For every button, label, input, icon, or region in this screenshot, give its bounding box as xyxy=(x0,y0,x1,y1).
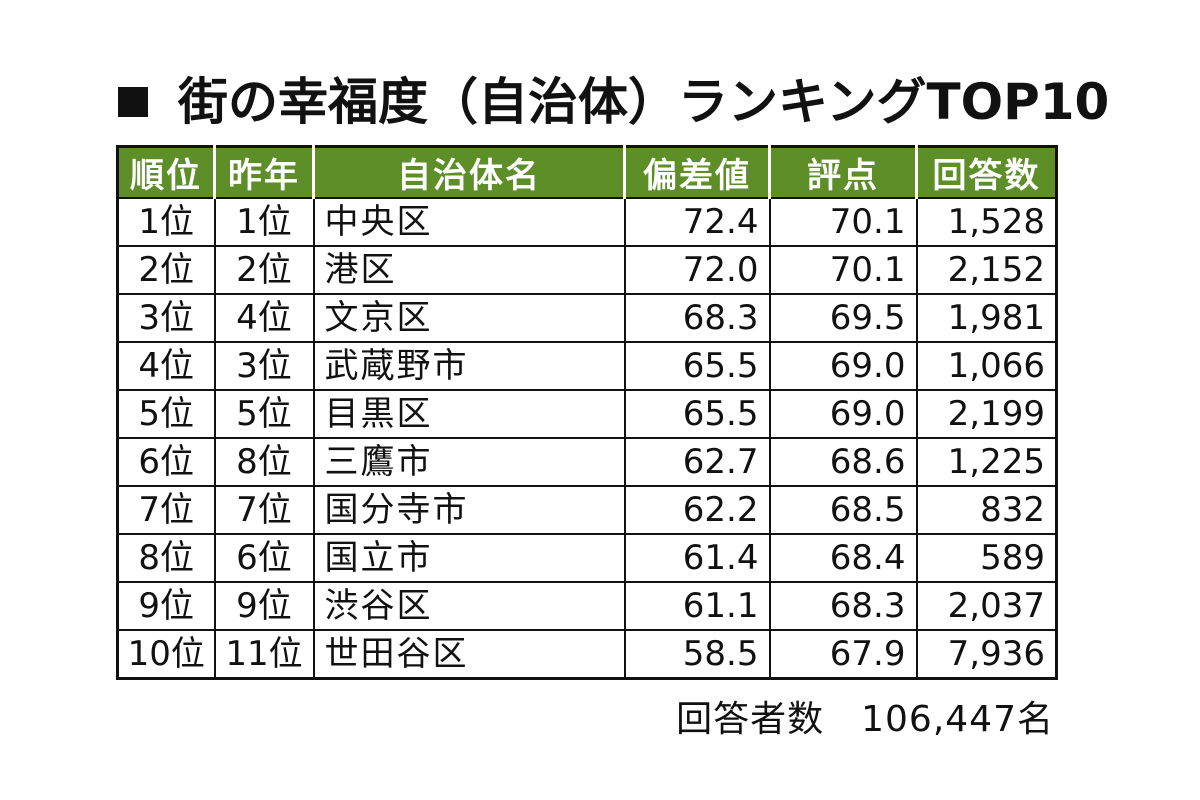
deviation-cell: 68.3 xyxy=(624,294,771,343)
municipality-cell: 渋谷区 xyxy=(313,582,626,631)
rank-cell: 6位 xyxy=(117,438,216,487)
header-municipality: 自治体名 xyxy=(313,146,626,199)
last-year-cell: 4位 xyxy=(214,294,315,343)
responses-cell: 589 xyxy=(916,534,1057,583)
rank-cell: 4位 xyxy=(117,342,216,391)
score-cell: 69.5 xyxy=(769,294,918,343)
last-year-cell: 9位 xyxy=(214,582,315,631)
score-cell: 69.0 xyxy=(769,342,918,391)
table-row: 9位 9位 渋谷区 61.1 68.3 2,037 xyxy=(117,582,1057,631)
last-year-cell: 1位 xyxy=(214,198,315,247)
last-year-cell: 3位 xyxy=(214,342,315,391)
deviation-cell: 61.4 xyxy=(624,534,771,583)
table-body: 1位 1位 中央区 72.4 70.1 1,528 2位 2位 港区 72.0 70.1 2,152 3… xyxy=(117,198,1057,679)
deviation-cell: 62.7 xyxy=(624,438,771,487)
rank-cell: 3位 xyxy=(117,294,216,343)
score-cell: 68.5 xyxy=(769,486,918,535)
header-score: 評点 xyxy=(769,146,918,199)
square-bullet-icon xyxy=(118,87,148,117)
score-cell: 68.6 xyxy=(769,438,918,487)
responses-cell: 1,528 xyxy=(916,198,1057,247)
rank-cell: 5位 xyxy=(117,390,216,439)
rank-cell: 9位 xyxy=(117,582,216,631)
table-header-row: 順位 昨年 自治体名 偏差値 評点 回答数 xyxy=(117,146,1057,199)
last-year-cell: 7位 xyxy=(214,486,315,535)
rank-cell: 2位 xyxy=(117,246,216,295)
responses-cell: 1,225 xyxy=(916,438,1057,487)
municipality-cell: 武蔵野市 xyxy=(313,342,626,391)
municipality-cell: 世田谷区 xyxy=(313,630,626,679)
deviation-cell: 65.5 xyxy=(624,342,771,391)
deviation-cell: 62.2 xyxy=(624,486,771,535)
rank-cell: 7位 xyxy=(117,486,216,535)
header-rank: 順位 xyxy=(117,146,216,199)
responses-cell: 1,066 xyxy=(916,342,1057,391)
header-responses: 回答数 xyxy=(916,146,1057,199)
rank-cell: 8位 xyxy=(117,534,216,583)
table-row: 8位 6位 国立市 61.4 68.4 589 xyxy=(117,534,1057,583)
table-row: 7位 7位 国分寺市 62.2 68.5 832 xyxy=(117,486,1057,535)
municipality-cell: 国分寺市 xyxy=(313,486,626,535)
last-year-cell: 2位 xyxy=(214,246,315,295)
table-row: 5位 5位 目黒区 65.5 69.0 2,199 xyxy=(117,390,1057,439)
table-row: 4位 3位 武蔵野市 65.5 69.0 1,066 xyxy=(117,342,1057,391)
municipality-cell: 文京区 xyxy=(313,294,626,343)
table-row: 3位 4位 文京区 68.3 69.5 1,981 xyxy=(117,294,1057,343)
page-title: 街の幸福度（自治体）ランキングTOP10 xyxy=(178,73,1110,131)
rank-cell: 1位 xyxy=(117,198,216,247)
municipality-cell: 中央区 xyxy=(313,198,626,247)
title-row: 街の幸福度（自治体）ランキングTOP10 xyxy=(118,62,1109,142)
score-cell: 67.9 xyxy=(769,630,918,679)
responses-cell: 7,936 xyxy=(947,634,1045,674)
ranking-table: 順位 昨年 自治体名 偏差値 評点 回答数 1位 1位 中央区 72.4 70.1 1,528 2位 2… xyxy=(116,145,1058,680)
municipality-cell: 三鷹市 xyxy=(313,438,626,487)
last-year-cell: 6位 xyxy=(214,534,315,583)
responses-cell: 2,152 xyxy=(916,246,1057,295)
deviation-cell: 72.0 xyxy=(624,246,771,295)
deviation-cell: 61.1 xyxy=(624,582,771,631)
deviation-cell: 72.4 xyxy=(624,198,771,247)
rank-cell: 10位 xyxy=(117,630,216,679)
table-row: 1位 1位 中央区 72.4 70.1 1,528 xyxy=(117,198,1057,247)
table-row: 2位 2位 港区 72.0 70.1 2,152 xyxy=(117,246,1057,295)
municipality-cell: 港区 xyxy=(313,246,626,295)
table-row: 6位 8位 三鷹市 62.7 68.6 1,225 xyxy=(117,438,1057,487)
deviation-cell: 65.5 xyxy=(624,390,771,439)
municipality-cell: 目黒区 xyxy=(313,390,626,439)
score-cell: 69.0 xyxy=(769,390,918,439)
deviation-cell: 58.5 xyxy=(624,630,771,679)
responses-cell: 2,037 xyxy=(916,582,1057,631)
responses-cell: 832 xyxy=(916,486,1057,535)
last-year-cell: 8位 xyxy=(214,438,315,487)
last-year-cell: 5位 xyxy=(214,390,315,439)
score-cell: 68.4 xyxy=(769,534,918,583)
header-last-year: 昨年 xyxy=(214,146,315,199)
responses-cell: 2,199 xyxy=(916,390,1057,439)
score-cell: 70.1 xyxy=(769,246,918,295)
score-cell: 68.3 xyxy=(769,582,918,631)
last-year-cell: 11位 xyxy=(214,630,315,679)
header-deviation: 偏差値 xyxy=(624,146,771,199)
responses-cell: 1,981 xyxy=(916,294,1057,343)
table-row: 10位 11位 世田谷区 58.5 67.9 7,936 xyxy=(117,630,1057,679)
respondent-total: 回答者数 106,447名 xyxy=(676,699,1054,740)
score-cell: 70.1 xyxy=(769,198,918,247)
municipality-cell: 国立市 xyxy=(313,534,626,583)
